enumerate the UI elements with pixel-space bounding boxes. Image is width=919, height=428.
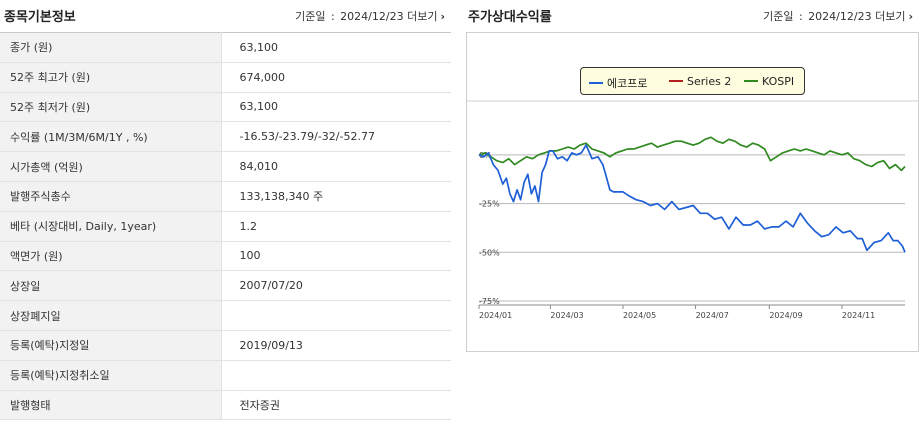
table-row: 상장일 2007/07/20 bbox=[0, 270, 451, 302]
info-table: 종가 (원) 63,100 52주 최고가 (원) 674,000 52주 최저가 … bbox=[0, 32, 451, 421]
table-row: 종가 (원) 63,100 bbox=[0, 32, 451, 63]
x-tick-label: 2024/07 bbox=[696, 311, 729, 320]
row-key: 상장일 bbox=[0, 270, 222, 302]
legend-item[interactable]: KOSPI bbox=[744, 75, 794, 88]
chart-legend: 에코프로 Series 2 KOSPI bbox=[580, 67, 805, 95]
row-value: 63,100 bbox=[221, 92, 451, 123]
table-row: 등록(예탁)지정취소일 bbox=[0, 360, 451, 391]
date-separator: : bbox=[330, 10, 335, 23]
table-row: 수익률 (1M/3M/6M/1Y , %) -16.53/-23.79/-32/-… bbox=[0, 121, 451, 153]
row-value: -16.53/-23.79/-32/-52.77 bbox=[221, 121, 451, 153]
x-tick-label: 2024/11 bbox=[842, 311, 875, 320]
table-row: 시가총액 (억원) 84,010 bbox=[0, 151, 451, 182]
row-key: 시가총액 (억원) bbox=[0, 151, 222, 182]
legend-label: Series 2 bbox=[687, 75, 732, 88]
row-key: 등록(예탁)지정일 bbox=[0, 330, 222, 361]
legend-label: 에코프로 bbox=[607, 77, 648, 90]
date-label: 기준일 bbox=[295, 10, 326, 23]
relative-return-chart: 0%-25%-50%-75%2024/01 2024/03 2024/05 2024/… bbox=[467, 100, 918, 320]
row-value bbox=[221, 300, 451, 331]
legend-label: KOSPI bbox=[762, 75, 795, 88]
row-key: 베타 (시장대비, Daily, 1year) bbox=[0, 211, 222, 242]
x-tick-label: 2024/05 bbox=[623, 311, 656, 320]
row-value: 63,100 bbox=[221, 32, 451, 63]
row-key: 종가 (원) bbox=[0, 32, 222, 63]
y-tick-label: -25% bbox=[479, 200, 500, 209]
table-row: 52주 최저가 (원) 63,100 bbox=[0, 92, 451, 123]
date-separator: : bbox=[798, 10, 803, 23]
legend-swatch bbox=[669, 80, 683, 82]
table-row: 베타 (시장대비, Daily, 1year) 1.2 bbox=[0, 211, 451, 242]
chevron-right-icon: › bbox=[908, 10, 913, 23]
y-tick-label: -75% bbox=[479, 297, 500, 306]
header-meta: 기준일 : 2024/12/23 더보기 › bbox=[763, 8, 913, 24]
date-value: 2024/12/23 bbox=[808, 10, 872, 23]
x-tick-label: 2024/09 bbox=[769, 311, 802, 320]
table-row: 액면가 (원) 100 bbox=[0, 241, 451, 272]
y-tick-label: -50% bbox=[479, 248, 500, 257]
row-key: 상장폐지일 bbox=[0, 300, 222, 331]
panel-title: 주가상대수익률 bbox=[468, 10, 552, 25]
row-key: 액면가 (원) bbox=[0, 241, 222, 272]
table-row: 52주 최고가 (원) 674,000 bbox=[0, 62, 451, 93]
x-tick-label: 2024/01 bbox=[479, 311, 512, 320]
table-row: 상장폐지일 bbox=[0, 300, 451, 331]
more-link[interactable]: 더보기 › bbox=[875, 10, 913, 23]
header-meta: 기준일 : 2024/12/23 더보기 › bbox=[295, 8, 445, 24]
table-row: 발행형태 전자증권 bbox=[0, 390, 451, 421]
legend-item[interactable]: Series 2 bbox=[669, 75, 731, 88]
legend-swatch bbox=[589, 82, 603, 84]
row-value: 전자증권 bbox=[221, 390, 451, 421]
panel-header: 종목기본정보 기준일 : 2024/12/23 더보기 › bbox=[0, 0, 451, 32]
row-key: 발행형태 bbox=[0, 390, 222, 421]
date-label: 기준일 bbox=[763, 10, 794, 23]
relative-return-panel: 주가상대수익률 기준일 : 2024/12/23 더보기 › 0% -25% -50%… bbox=[466, 0, 919, 428]
chevron-right-icon: › bbox=[440, 10, 445, 23]
row-key: 등록(예탁)지정취소일 bbox=[0, 360, 222, 391]
more-link[interactable]: 더보기 › bbox=[407, 10, 445, 23]
more-label: 더보기 bbox=[875, 10, 906, 23]
chart-area: 0% -25% -50% -75% 2024/01 2024/03 2024/05 2024/… bbox=[466, 32, 919, 352]
panel-header: 주가상대수익률 기준일 : 2024/12/23 더보기 › bbox=[466, 0, 919, 32]
table-row: 등록(예탁)지정일 2019/09/13 bbox=[0, 330, 451, 361]
x-tick-label: 2024/03 bbox=[550, 311, 583, 320]
legend-swatch bbox=[744, 80, 758, 82]
date-value: 2024/12/23 bbox=[340, 10, 404, 23]
row-value bbox=[221, 360, 451, 391]
row-value: 100 bbox=[221, 241, 451, 272]
row-value: 1.2 bbox=[221, 211, 451, 242]
series-line-kospi bbox=[478, 136, 906, 172]
table-row: 발행주식총수 133,138,340 주 bbox=[0, 181, 451, 212]
stock-basic-info-panel: 종목기본정보 기준일 : 2024/12/23 더보기 › 종가 (원) 63,10… bbox=[0, 0, 451, 428]
row-value: 84,010 bbox=[221, 151, 451, 182]
row-value: 2019/09/13 bbox=[221, 330, 451, 361]
row-key: 발행주식총수 bbox=[0, 181, 222, 212]
row-value: 2007/07/20 bbox=[221, 270, 451, 302]
panel-title: 종목기본정보 bbox=[4, 10, 76, 25]
row-key: 52주 최고가 (원) bbox=[0, 62, 222, 93]
more-label: 더보기 bbox=[407, 10, 438, 23]
legend-item[interactable]: 에코프로 bbox=[589, 75, 647, 91]
series-line-stock bbox=[478, 144, 906, 253]
row-value: 674,000 bbox=[221, 62, 451, 93]
row-key: 수익률 (1M/3M/6M/1Y , %) bbox=[0, 121, 222, 153]
row-key: 52주 최저가 (원) bbox=[0, 92, 222, 123]
row-value: 133,138,340 주 bbox=[221, 181, 451, 212]
